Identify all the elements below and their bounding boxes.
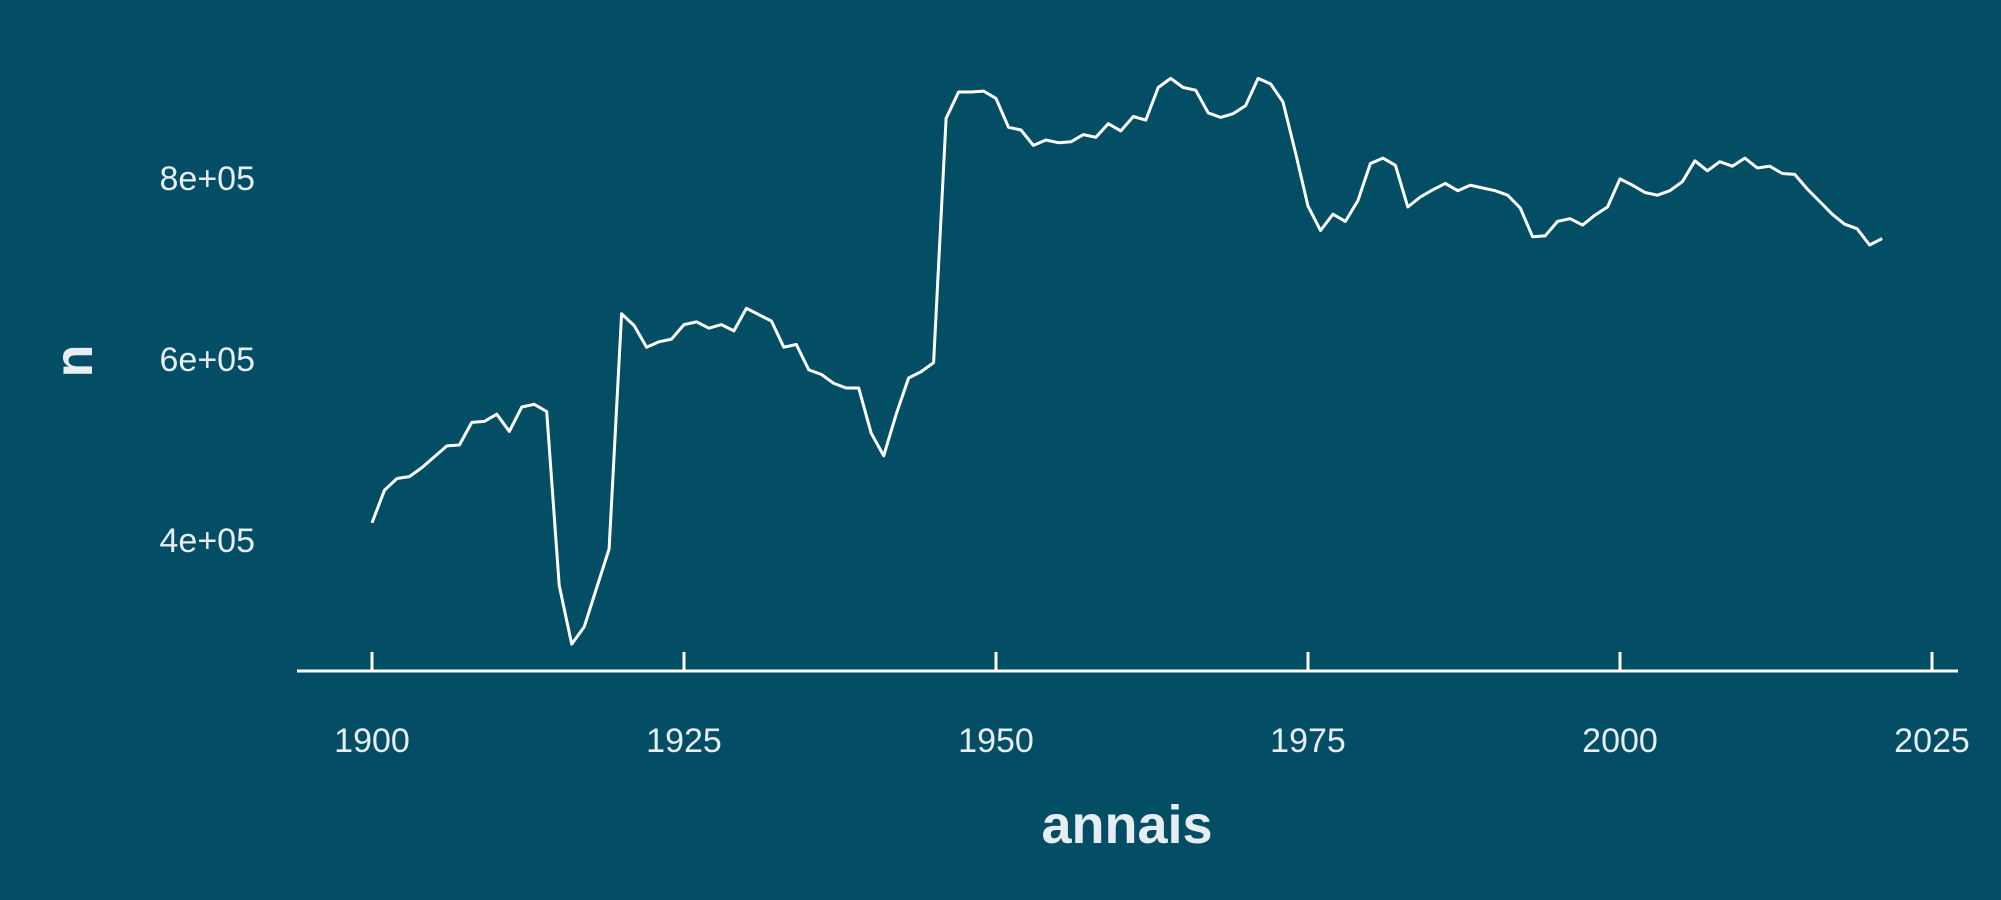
- x-tick-label: 1900: [334, 722, 410, 760]
- x-axis-title: annais: [1041, 795, 1212, 855]
- x-tick-label: 2000: [1582, 722, 1658, 760]
- plot-area: [370, 76, 1883, 646]
- x-axis: 1900 1925 1950 1975 2000 2025: [334, 652, 1970, 760]
- y-axis: 4e+05 6e+05 8e+05: [160, 160, 256, 560]
- x-tick-label: 1975: [1270, 722, 1346, 760]
- x-tick-label: 2025: [1894, 722, 1970, 760]
- y-axis-title: n: [44, 345, 104, 378]
- y-tick-label: 6e+05: [160, 341, 256, 379]
- y-tick-label: 8e+05: [160, 160, 256, 198]
- y-tick-label: 4e+05: [160, 522, 256, 560]
- x-tick-label: 1950: [958, 722, 1034, 760]
- series-line-0: [370, 76, 1883, 646]
- x-tick-label: 1925: [646, 722, 722, 760]
